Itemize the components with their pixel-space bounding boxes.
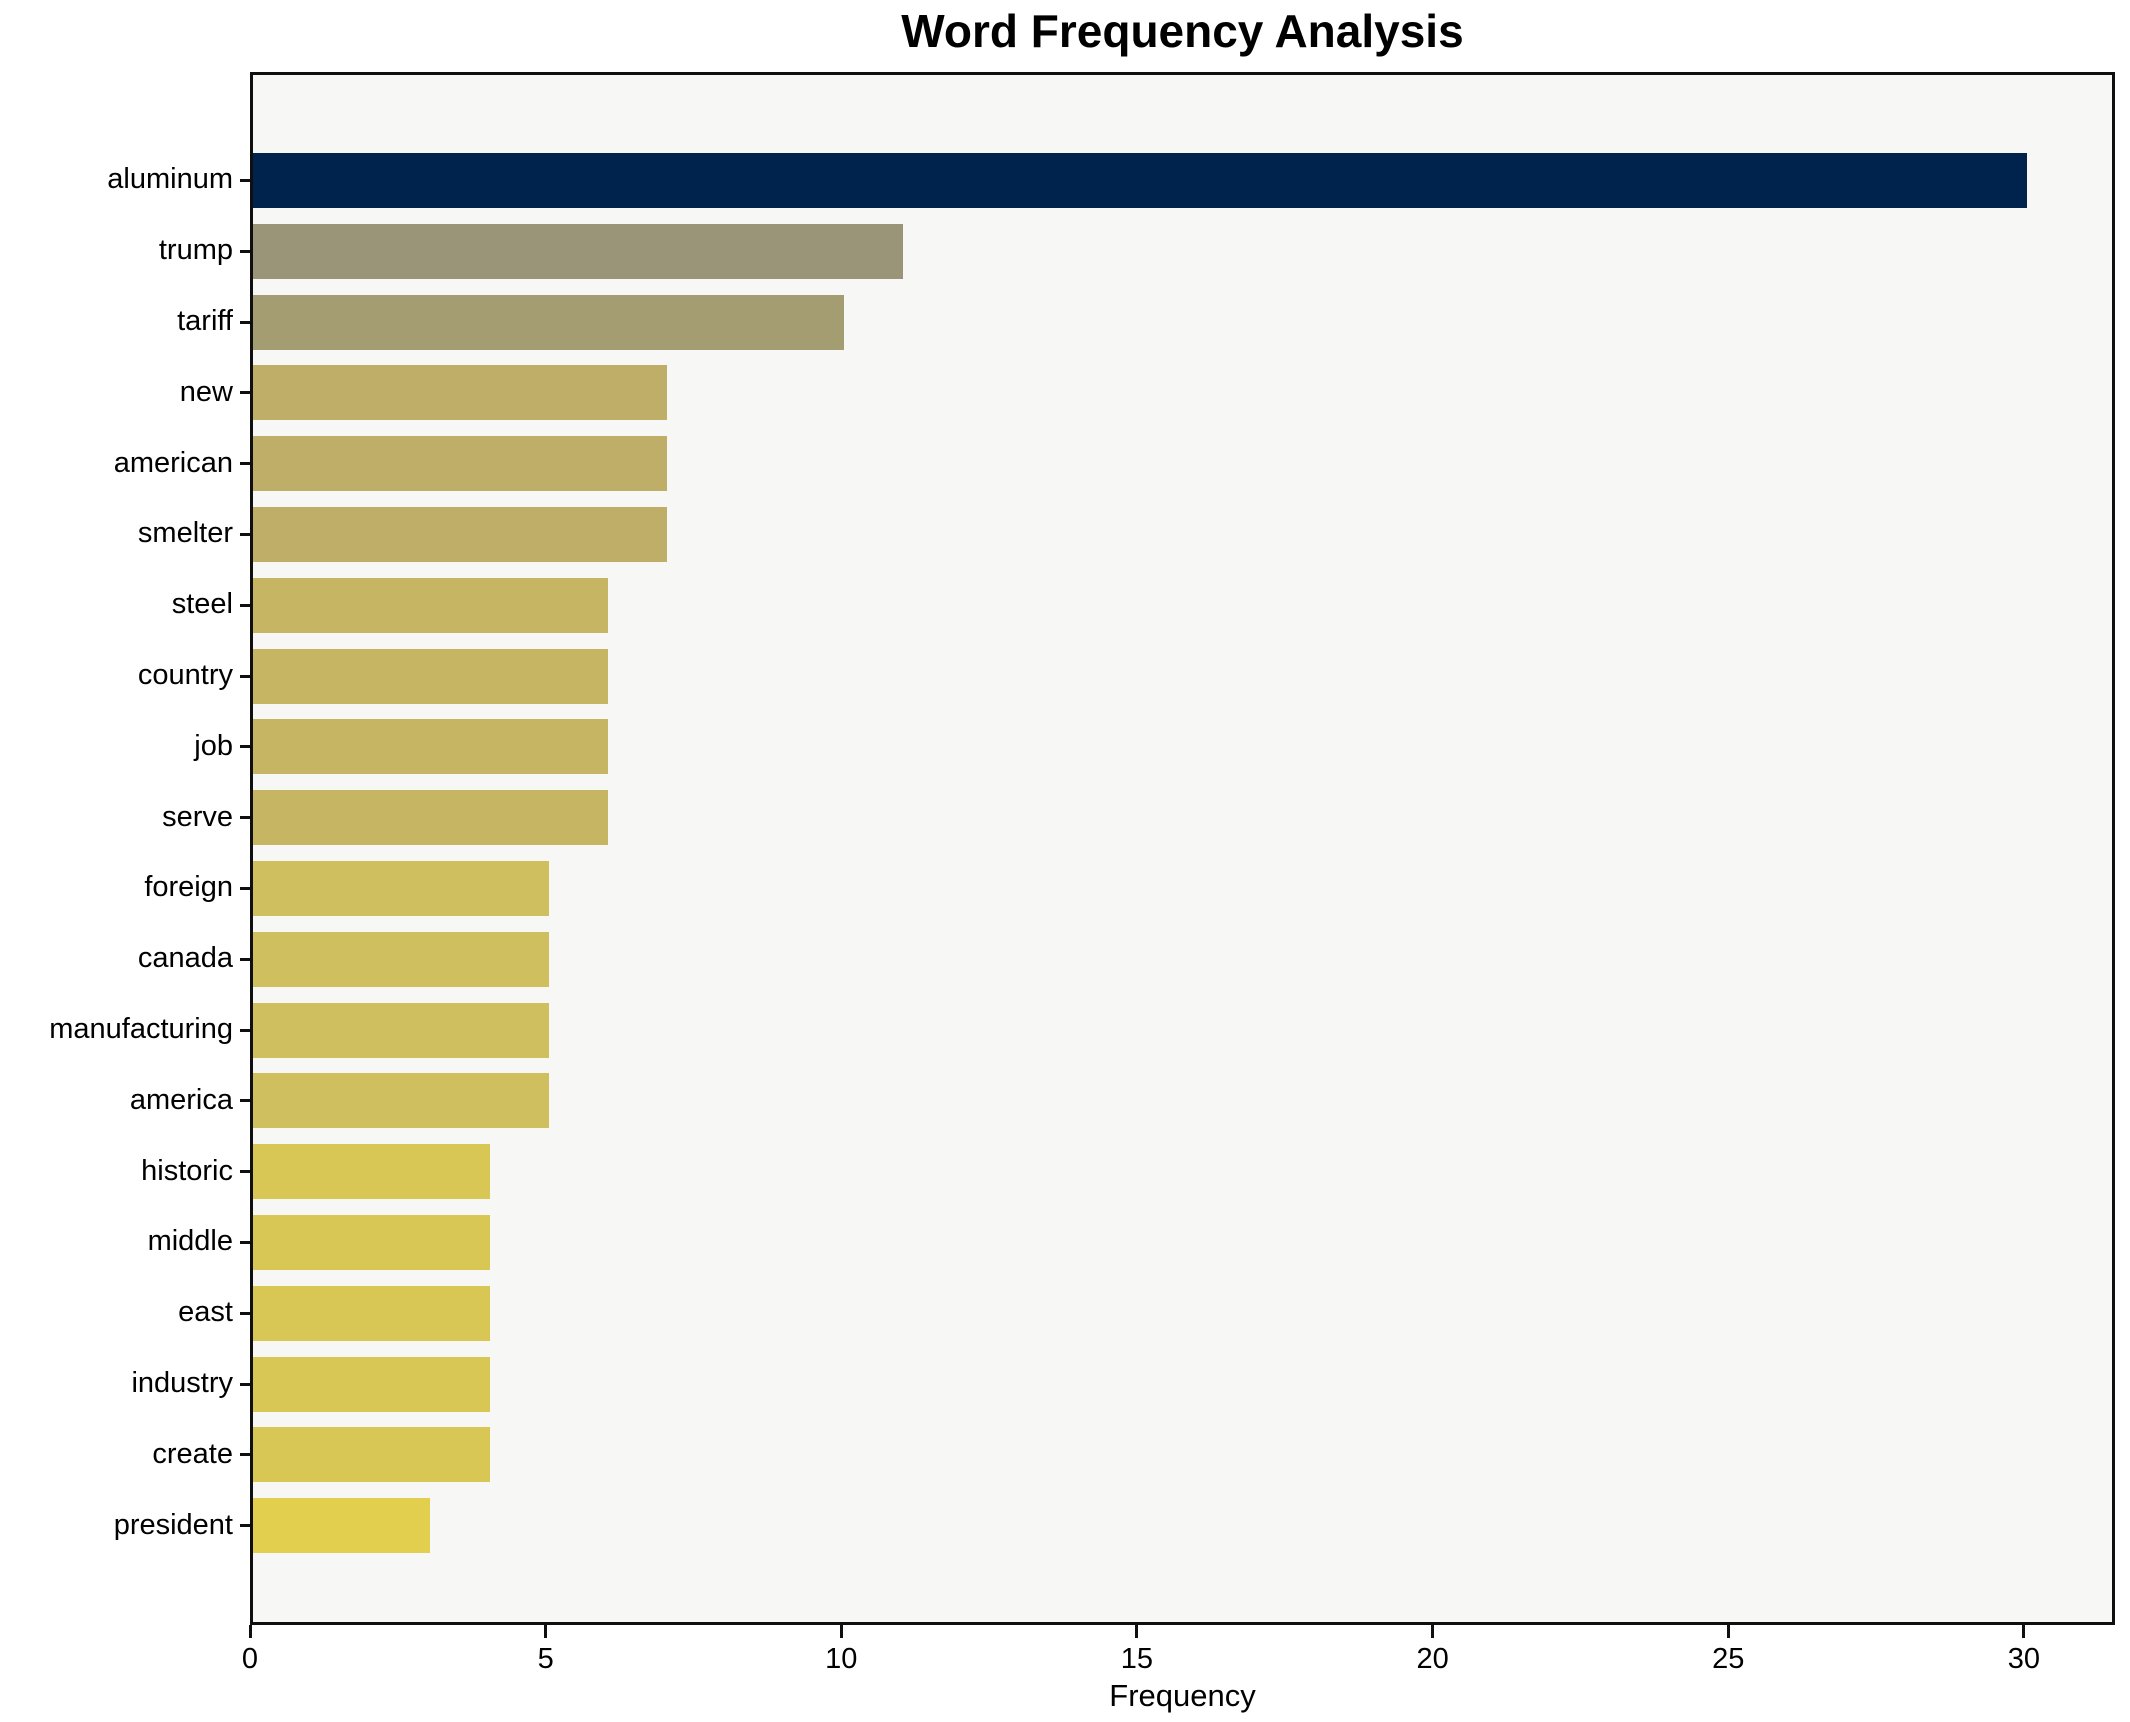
y-tick-mark <box>240 957 250 961</box>
bar-america <box>253 1073 549 1129</box>
y-tick-label-serve: serve <box>162 800 233 833</box>
x-tick-label-15: 15 <box>1120 1643 1154 1675</box>
x-tick-mark <box>544 1625 548 1638</box>
y-tick-mark <box>240 1382 250 1386</box>
x-tick-label-25: 25 <box>1712 1643 1745 1675</box>
x-tick-label-0: 0 <box>241 1643 259 1675</box>
y-tick-mark <box>240 816 250 820</box>
y-tick-mark <box>240 674 250 678</box>
y-tick-mark <box>240 1453 250 1457</box>
y-tick-label-industry: industry <box>131 1367 233 1399</box>
y-tick-mark <box>240 178 250 182</box>
bar-aluminum <box>253 152 2027 208</box>
x-tick-label-20: 20 <box>1416 1643 1449 1675</box>
x-axis-title: Frequency <box>1109 1678 1256 1713</box>
y-tick-label-american: american <box>113 446 233 479</box>
bar-east <box>253 1285 490 1341</box>
y-tick-mark <box>240 1170 250 1174</box>
y-tick-label-middle: middle <box>147 1225 233 1258</box>
bar-foreign <box>253 860 549 916</box>
bar-trump <box>253 223 904 279</box>
bar-tariff <box>253 294 845 350</box>
y-tick-mark <box>240 1311 250 1315</box>
y-tick-mark <box>240 1099 250 1103</box>
bar-serve <box>253 790 608 846</box>
bar-historic <box>253 1144 490 1200</box>
y-tick-label-president: president <box>113 1508 233 1541</box>
y-tick-label-trump: trump <box>158 234 233 267</box>
y-tick-mark <box>240 1524 250 1528</box>
x-tick-mark <box>2022 1625 2026 1638</box>
chart-title: Word Frequency Analysis <box>901 5 1464 57</box>
bar-smelter <box>253 506 667 562</box>
y-tick-label-east: east <box>178 1296 233 1329</box>
y-tick-label-america: america <box>129 1083 233 1116</box>
x-tick-label-5: 5 <box>537 1643 554 1675</box>
bar-president <box>253 1498 431 1554</box>
bar-manufacturing <box>253 1002 549 1058</box>
y-tick-label-foreign: foreign <box>144 871 233 904</box>
bar-industry <box>253 1356 490 1412</box>
y-tick-mark <box>240 320 250 324</box>
y-tick-mark <box>240 532 250 536</box>
bar-middle <box>253 1214 490 1270</box>
y-tick-mark <box>240 249 250 253</box>
x-tick-mark <box>839 1625 843 1638</box>
y-tick-mark <box>240 745 250 749</box>
bar-new <box>253 365 667 421</box>
y-tick-mark <box>240 886 250 890</box>
bar-steel <box>253 577 608 633</box>
x-tick-mark <box>248 1625 252 1638</box>
x-tick-mark <box>1135 1625 1139 1638</box>
bar-job <box>253 719 608 775</box>
y-tick-mark <box>240 603 250 607</box>
y-tick-label-aluminum: aluminum <box>107 163 233 196</box>
y-tick-label-historic: historic <box>141 1154 233 1187</box>
y-tick-label-smelter: smelter <box>137 517 233 550</box>
x-tick-mark <box>1726 1625 1730 1638</box>
x-tick-mark <box>1431 1625 1435 1638</box>
y-tick-label-tariff: tariff <box>177 305 233 337</box>
y-tick-label-job: job <box>194 729 233 762</box>
x-tick-label-30: 30 <box>2007 1643 2041 1675</box>
y-tick-label-steel: steel <box>171 588 233 621</box>
bar-country <box>253 648 608 704</box>
y-tick-label-new: new <box>179 375 233 408</box>
y-tick-mark <box>240 391 250 395</box>
y-tick-label-manufacturing: manufacturing <box>49 1013 233 1045</box>
bar-american <box>253 436 667 492</box>
bar-create <box>253 1427 490 1483</box>
plot-area <box>250 72 2115 1625</box>
y-tick-label-create: create <box>152 1437 233 1470</box>
x-tick-label-10: 10 <box>825 1643 858 1675</box>
bar-canada <box>253 931 549 987</box>
y-tick-label-canada: canada <box>137 942 233 975</box>
y-tick-mark <box>240 1028 250 1032</box>
y-tick-label-country: country <box>137 659 233 691</box>
y-tick-mark <box>240 1240 250 1244</box>
y-tick-mark <box>240 462 250 466</box>
